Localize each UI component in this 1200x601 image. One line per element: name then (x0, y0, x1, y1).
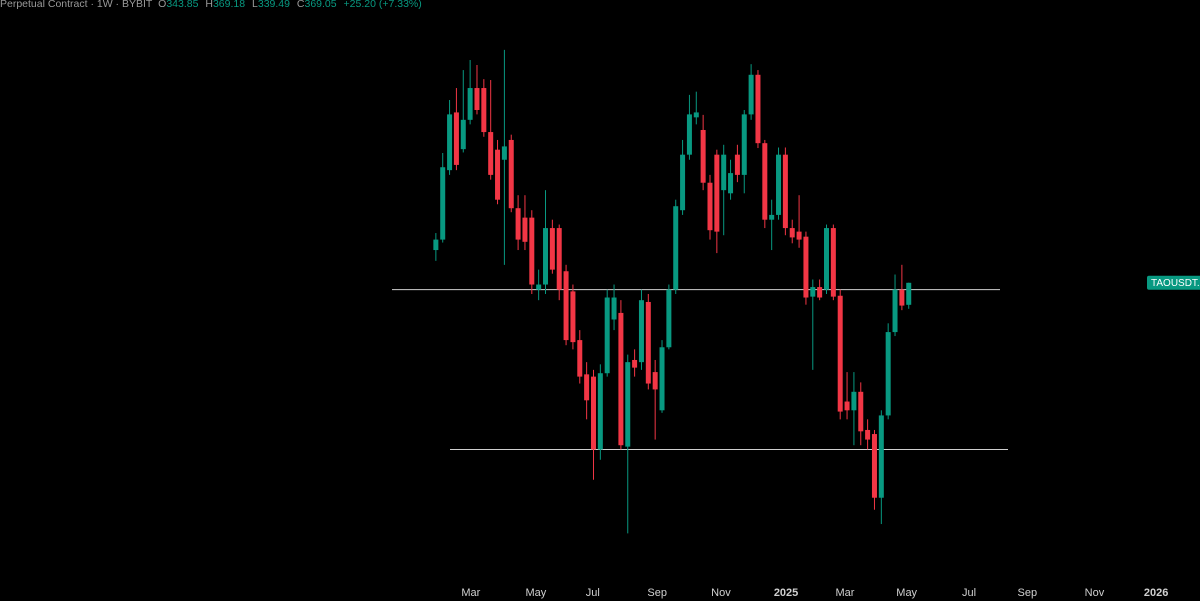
candle-body (570, 291, 576, 343)
candle-body (906, 282, 912, 305)
ohlc-value: 343.85 (166, 0, 199, 10)
candle-body (652, 372, 658, 390)
candle-body (686, 114, 692, 155)
change: +25.20 (+7.33%) (343, 0, 422, 10)
candle-body (734, 154, 740, 175)
candle-body (817, 287, 823, 298)
candle-body (638, 300, 644, 363)
candle-body (837, 295, 843, 412)
x-tick-label: Nov (1085, 587, 1105, 599)
ohlc-label: O (158, 0, 167, 10)
candle-body (707, 182, 713, 231)
candle-body (590, 376, 596, 450)
candle-body (556, 228, 562, 290)
candle-body (563, 271, 569, 341)
candle-body (892, 289, 898, 333)
candle-body (618, 312, 624, 446)
ohlc-value: 369.05 (304, 0, 337, 10)
x-tick-label: May (896, 587, 917, 599)
candle-body (714, 154, 720, 232)
candle-body (782, 154, 788, 229)
legend-header: Perpetual Contract · 1W · BYBIT O343.85 … (0, 0, 426, 10)
candle-body (769, 214, 775, 220)
candle-body (830, 228, 836, 297)
candle-body (597, 373, 603, 450)
x-tick-label: 2026 (1144, 587, 1168, 599)
candle-body (803, 236, 809, 298)
candle-body (844, 401, 850, 411)
ohlc-label: H (205, 0, 213, 10)
ohlc-label: C (296, 0, 305, 10)
candle-body (447, 114, 453, 171)
candle-body (878, 415, 884, 498)
candle-body (522, 217, 528, 242)
candle-body (474, 88, 480, 110)
candle-body (549, 228, 555, 270)
price-tag (1147, 275, 1200, 290)
candle-body (693, 112, 699, 118)
candle-body (632, 359, 638, 368)
x-tick-label: May (526, 587, 547, 599)
candle-body (721, 154, 727, 191)
candle-body (666, 289, 672, 348)
candle-body (536, 284, 542, 290)
candle-body (495, 149, 501, 200)
candle-body (871, 434, 877, 498)
candle-body (810, 287, 816, 297)
x-tick-label: Jul (962, 587, 976, 599)
candle-body (488, 132, 494, 175)
x-tick-label: Mar (836, 587, 855, 599)
x-tick-label: Nov (711, 587, 731, 599)
candle-body (501, 146, 507, 160)
candle-body (755, 74, 761, 144)
candle-body (659, 347, 665, 411)
candle-body (604, 297, 610, 374)
candle-body (885, 332, 891, 416)
candle-body (865, 429, 871, 440)
candle-body (515, 208, 521, 240)
candle-body (543, 228, 549, 285)
candle-body (481, 88, 487, 133)
candle-body (508, 139, 514, 209)
x-tick-label: 2025 (774, 587, 798, 599)
candle-body (741, 114, 747, 175)
candle-body (748, 74, 754, 115)
candle-body (789, 228, 795, 238)
candle-body (453, 112, 459, 165)
candle-body (645, 301, 651, 384)
x-tick-label: Sep (1018, 587, 1038, 599)
candle-body (680, 154, 686, 211)
candle-body (460, 119, 466, 150)
x-tick-label: Mar (461, 587, 480, 599)
candle-body (611, 297, 617, 320)
candle-body (467, 88, 473, 120)
candle-body (776, 154, 782, 215)
candle-body (762, 143, 768, 220)
candle-body (433, 239, 439, 251)
candle-body (673, 206, 679, 290)
candle-body (728, 173, 734, 194)
candle-body (625, 362, 631, 447)
candle-body (584, 374, 590, 401)
ohlc-label: L (252, 0, 258, 10)
candle-body (440, 167, 446, 240)
candle-body (899, 289, 905, 306)
candle-body (577, 340, 583, 377)
symbol-label: TAOUSDT.P (1151, 278, 1200, 289)
ohlc-value: 339.49 (257, 0, 290, 10)
candle-body (700, 129, 706, 183)
candle-body (851, 391, 857, 411)
candle-body (823, 228, 829, 290)
candle-body (858, 391, 864, 432)
ohlc-value: 369.18 (212, 0, 246, 10)
x-tick-label: Sep (647, 587, 667, 599)
x-tick-label: Jul (586, 587, 600, 599)
candle-body (796, 231, 802, 240)
title: Perpetual Contract · 1W · BYBIT (0, 0, 153, 10)
candle-body (529, 217, 535, 285)
